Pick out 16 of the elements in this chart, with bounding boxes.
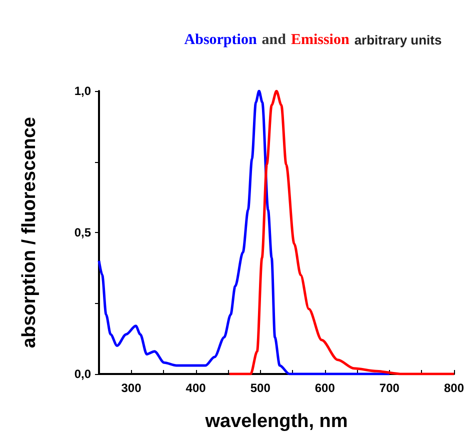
x-tick-label: 500	[250, 381, 271, 395]
x-tick-label: 800	[444, 381, 464, 395]
y-tick-label: 0,0	[74, 367, 92, 381]
text: arbitrary units	[354, 32, 442, 48]
x-tick-label: 600	[314, 381, 336, 395]
text: and	[262, 32, 287, 48]
text: Emission	[290, 32, 350, 48]
line-series	[228, 90, 456, 376]
y-tick-label: 0,5	[74, 226, 92, 240]
x-tick-label: 400	[186, 381, 206, 395]
y-tick-label: 1,0	[74, 84, 92, 98]
x-tick-label: 300	[121, 381, 142, 395]
y-axis-title: absorption / fluorescence	[19, 116, 40, 348]
text: Absorption	[184, 32, 258, 48]
x-tick-label: 700	[379, 381, 400, 395]
x-axis-title: wavelength, nm	[204, 411, 348, 432]
